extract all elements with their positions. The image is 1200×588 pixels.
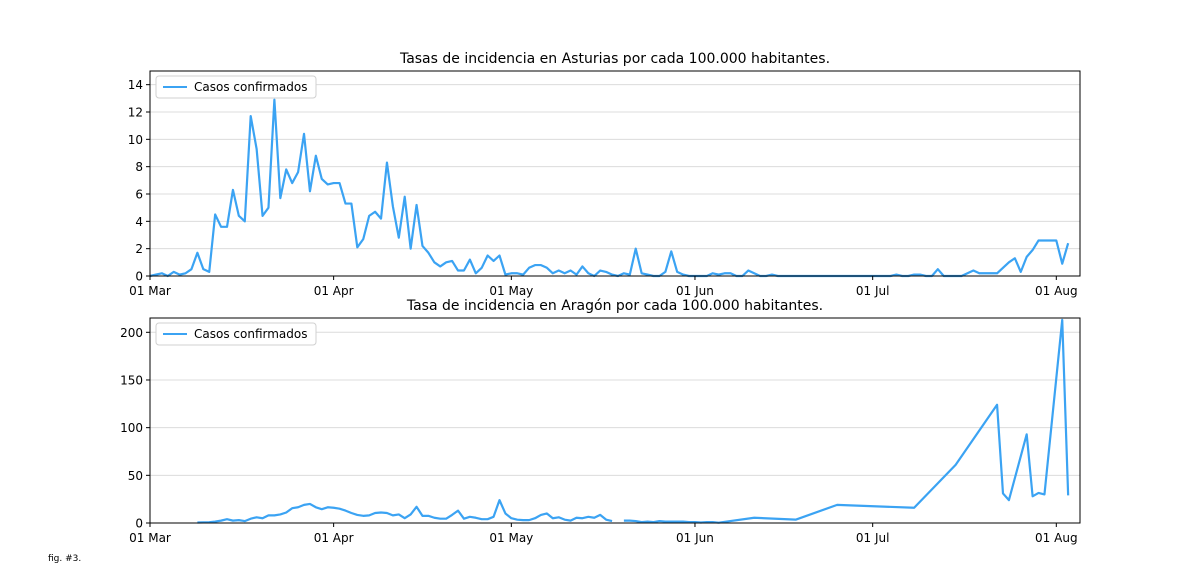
x-tick-label: 01 Jun [676, 531, 714, 545]
plot-frame [149, 70, 1081, 277]
legend-box [155, 75, 317, 99]
y-tick-label: 2 [135, 242, 143, 256]
grid-lines [150, 331, 1080, 524]
y-tick-label: 8 [135, 160, 143, 174]
plot-frame [149, 317, 1081, 524]
series-line [149, 98, 1070, 278]
x-tick-label: 01 Aug [1035, 284, 1078, 298]
x-tick-label: 01 Apr [314, 284, 354, 298]
x-axis: 01 Mar 01 Apr 01 May 01 Jun 01 Jul 01 Aug [129, 276, 1078, 298]
y-tick-label: 14 [128, 78, 143, 92]
x-axis: 01 Mar 01 Apr 01 May 01 Jun 01 Jul 01 Aug [129, 523, 1078, 545]
x-tick-label: 01 May [489, 284, 533, 298]
x-tick-label: 01 Jun [676, 284, 714, 298]
series-lines [149, 98, 1070, 278]
legend-label: Casos confirmados [194, 327, 307, 341]
legend-box [155, 322, 317, 346]
x-tick-label: 01 Apr [314, 531, 354, 545]
x-tick-label: 01 Jul [856, 531, 890, 545]
y-tick-label: 200 [120, 326, 143, 340]
legend-label: Casos confirmados [194, 80, 307, 94]
legend: Casos confirmados [155, 322, 317, 346]
x-tick-label: 01 Jul [856, 284, 890, 298]
y-tick-label: 6 [135, 188, 143, 202]
aragon-chart: Tasa de incidencia en Aragón por cada 10… [120, 298, 1081, 545]
series-lines [197, 318, 1070, 524]
y-tick-label: 4 [135, 215, 143, 229]
figure-caption: fig. #3. [48, 554, 82, 564]
x-tick-label: 01 Mar [129, 531, 171, 545]
grid-lines [150, 84, 1080, 277]
y-axis: 0 2 4 6 8 10 12 14 [128, 78, 150, 284]
y-tick-label: 12 [128, 106, 143, 120]
chart-title: Tasa de incidencia en Aragón por cada 10… [406, 298, 823, 314]
chart-title: Tasas de incidencia en Asturias por cada… [399, 51, 830, 67]
asturias-chart: Tasas de incidencia en Asturias por cada… [128, 51, 1081, 298]
series-line [623, 318, 1070, 524]
y-tick-label: 10 [128, 133, 143, 147]
y-tick-label: 150 [120, 373, 143, 387]
x-tick-label: 01 Mar [129, 284, 171, 298]
y-tick-label: 0 [135, 517, 143, 531]
x-tick-label: 01 Aug [1035, 531, 1078, 545]
x-tick-label: 01 May [489, 531, 533, 545]
y-tick-label: 50 [128, 469, 143, 483]
legend: Casos confirmados [155, 75, 317, 99]
y-tick-label: 100 [120, 421, 143, 435]
y-tick-label: 0 [135, 270, 143, 284]
y-axis: 0 50 100 150 200 [120, 326, 150, 531]
series-line [197, 499, 613, 524]
